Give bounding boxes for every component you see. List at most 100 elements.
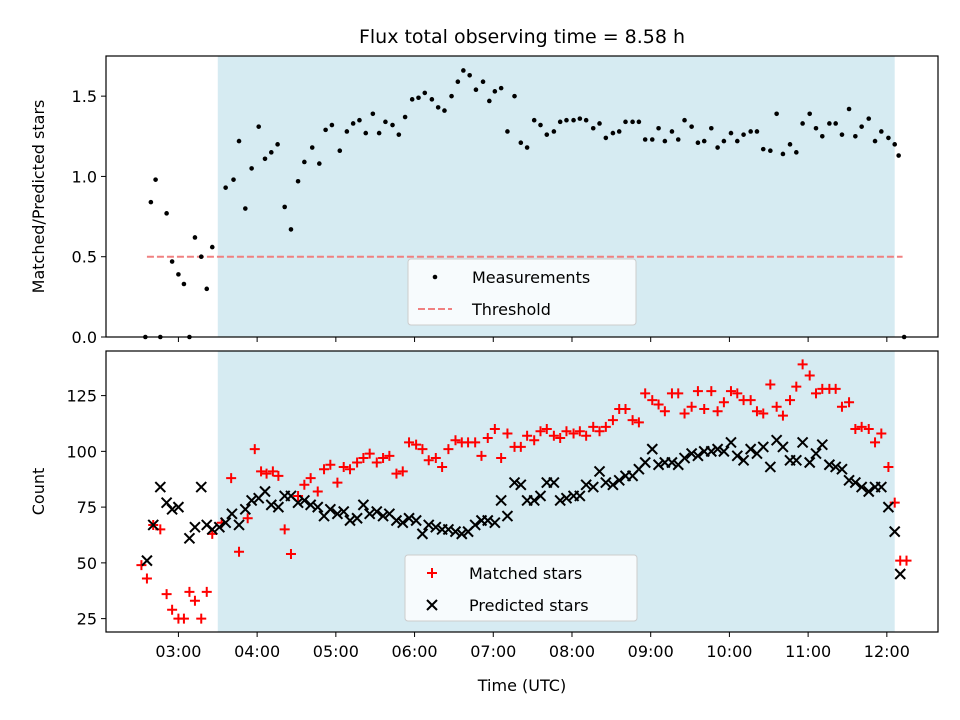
data-point	[233, 519, 245, 531]
data-point	[785, 395, 796, 406]
data-point	[435, 105, 441, 110]
legend-label: Measurements	[472, 268, 590, 287]
data-point	[430, 521, 442, 533]
data-point	[470, 437, 481, 448]
data-point	[678, 452, 691, 464]
data-point	[370, 111, 376, 117]
data-point	[577, 116, 583, 121]
data-point	[780, 151, 786, 157]
data-point	[656, 125, 661, 131]
chart-title: Flux total observing time = 8.58 h	[359, 26, 685, 48]
data-point	[391, 468, 402, 479]
data-point	[357, 117, 362, 123]
axes-frame	[105, 55, 939, 338]
data-point	[302, 159, 307, 165]
data-point	[544, 132, 550, 137]
data-point	[588, 421, 599, 432]
data-point	[487, 98, 492, 104]
data-point	[620, 403, 631, 414]
data-point	[249, 166, 254, 171]
data-point	[178, 613, 189, 624]
data-point	[571, 117, 576, 123]
data-point	[358, 453, 369, 464]
data-point	[649, 137, 655, 142]
data-point	[639, 456, 651, 469]
data-point	[502, 428, 513, 439]
data-point	[256, 124, 262, 129]
data-point	[455, 79, 461, 84]
data-point	[153, 177, 158, 182]
data-point	[675, 137, 681, 142]
data-point	[728, 130, 734, 136]
data-point	[262, 156, 268, 162]
data-point	[390, 122, 395, 128]
data-point	[734, 138, 740, 144]
data-point	[184, 586, 195, 597]
data-point	[363, 130, 369, 136]
data-point	[633, 417, 644, 428]
data-point	[364, 448, 375, 459]
data-point	[679, 408, 690, 419]
data-point	[748, 129, 753, 134]
data-point	[774, 111, 779, 117]
data-point	[790, 454, 803, 466]
data-point	[524, 145, 530, 150]
data-point	[850, 424, 861, 435]
data-point	[574, 490, 586, 502]
data-point	[709, 125, 714, 131]
data-point	[855, 481, 868, 493]
data-point	[823, 459, 836, 471]
data-point	[875, 481, 888, 493]
legend-box	[404, 554, 638, 622]
data-point	[416, 528, 429, 540]
data-point	[630, 119, 635, 125]
data-point	[551, 129, 557, 134]
data-point	[590, 125, 596, 131]
data-point	[816, 438, 828, 451]
data-point	[273, 470, 284, 481]
data-point	[469, 519, 481, 531]
data-point	[371, 457, 382, 468]
data-point	[856, 421, 867, 432]
data-point	[689, 124, 694, 129]
data-point	[686, 401, 697, 412]
data-point	[827, 121, 832, 126]
data-point	[293, 490, 304, 501]
data-point	[564, 117, 569, 123]
data-point	[480, 79, 486, 84]
data-point	[568, 428, 579, 439]
data-point	[357, 499, 370, 511]
data-point	[467, 72, 472, 78]
data-point	[870, 437, 881, 448]
data-point	[383, 119, 388, 125]
data-point	[304, 499, 317, 511]
data-point	[226, 508, 238, 520]
data-point	[213, 521, 226, 533]
data-point	[718, 445, 730, 458]
data-point	[646, 443, 658, 455]
x-tick-label: 07:00	[470, 642, 516, 661]
data-point	[331, 508, 344, 520]
data-point	[741, 132, 746, 137]
data-point	[603, 135, 609, 141]
data-point	[844, 397, 855, 408]
data-point	[807, 111, 812, 117]
data-point	[249, 444, 260, 455]
data-point	[245, 494, 258, 507]
data-point	[813, 125, 819, 131]
data-point	[167, 604, 178, 615]
data-point	[659, 406, 670, 417]
data-point	[223, 185, 228, 190]
y-axis-label: Count	[29, 468, 48, 516]
data-point	[515, 441, 526, 452]
data-point	[889, 525, 901, 538]
data-point	[325, 459, 336, 470]
data-point	[859, 124, 864, 129]
data-point	[324, 503, 337, 516]
data-point	[682, 117, 687, 123]
data-point	[692, 386, 703, 397]
data-point	[154, 481, 167, 493]
data-point	[731, 450, 743, 462]
data-point	[653, 399, 664, 410]
data-point	[894, 568, 906, 580]
